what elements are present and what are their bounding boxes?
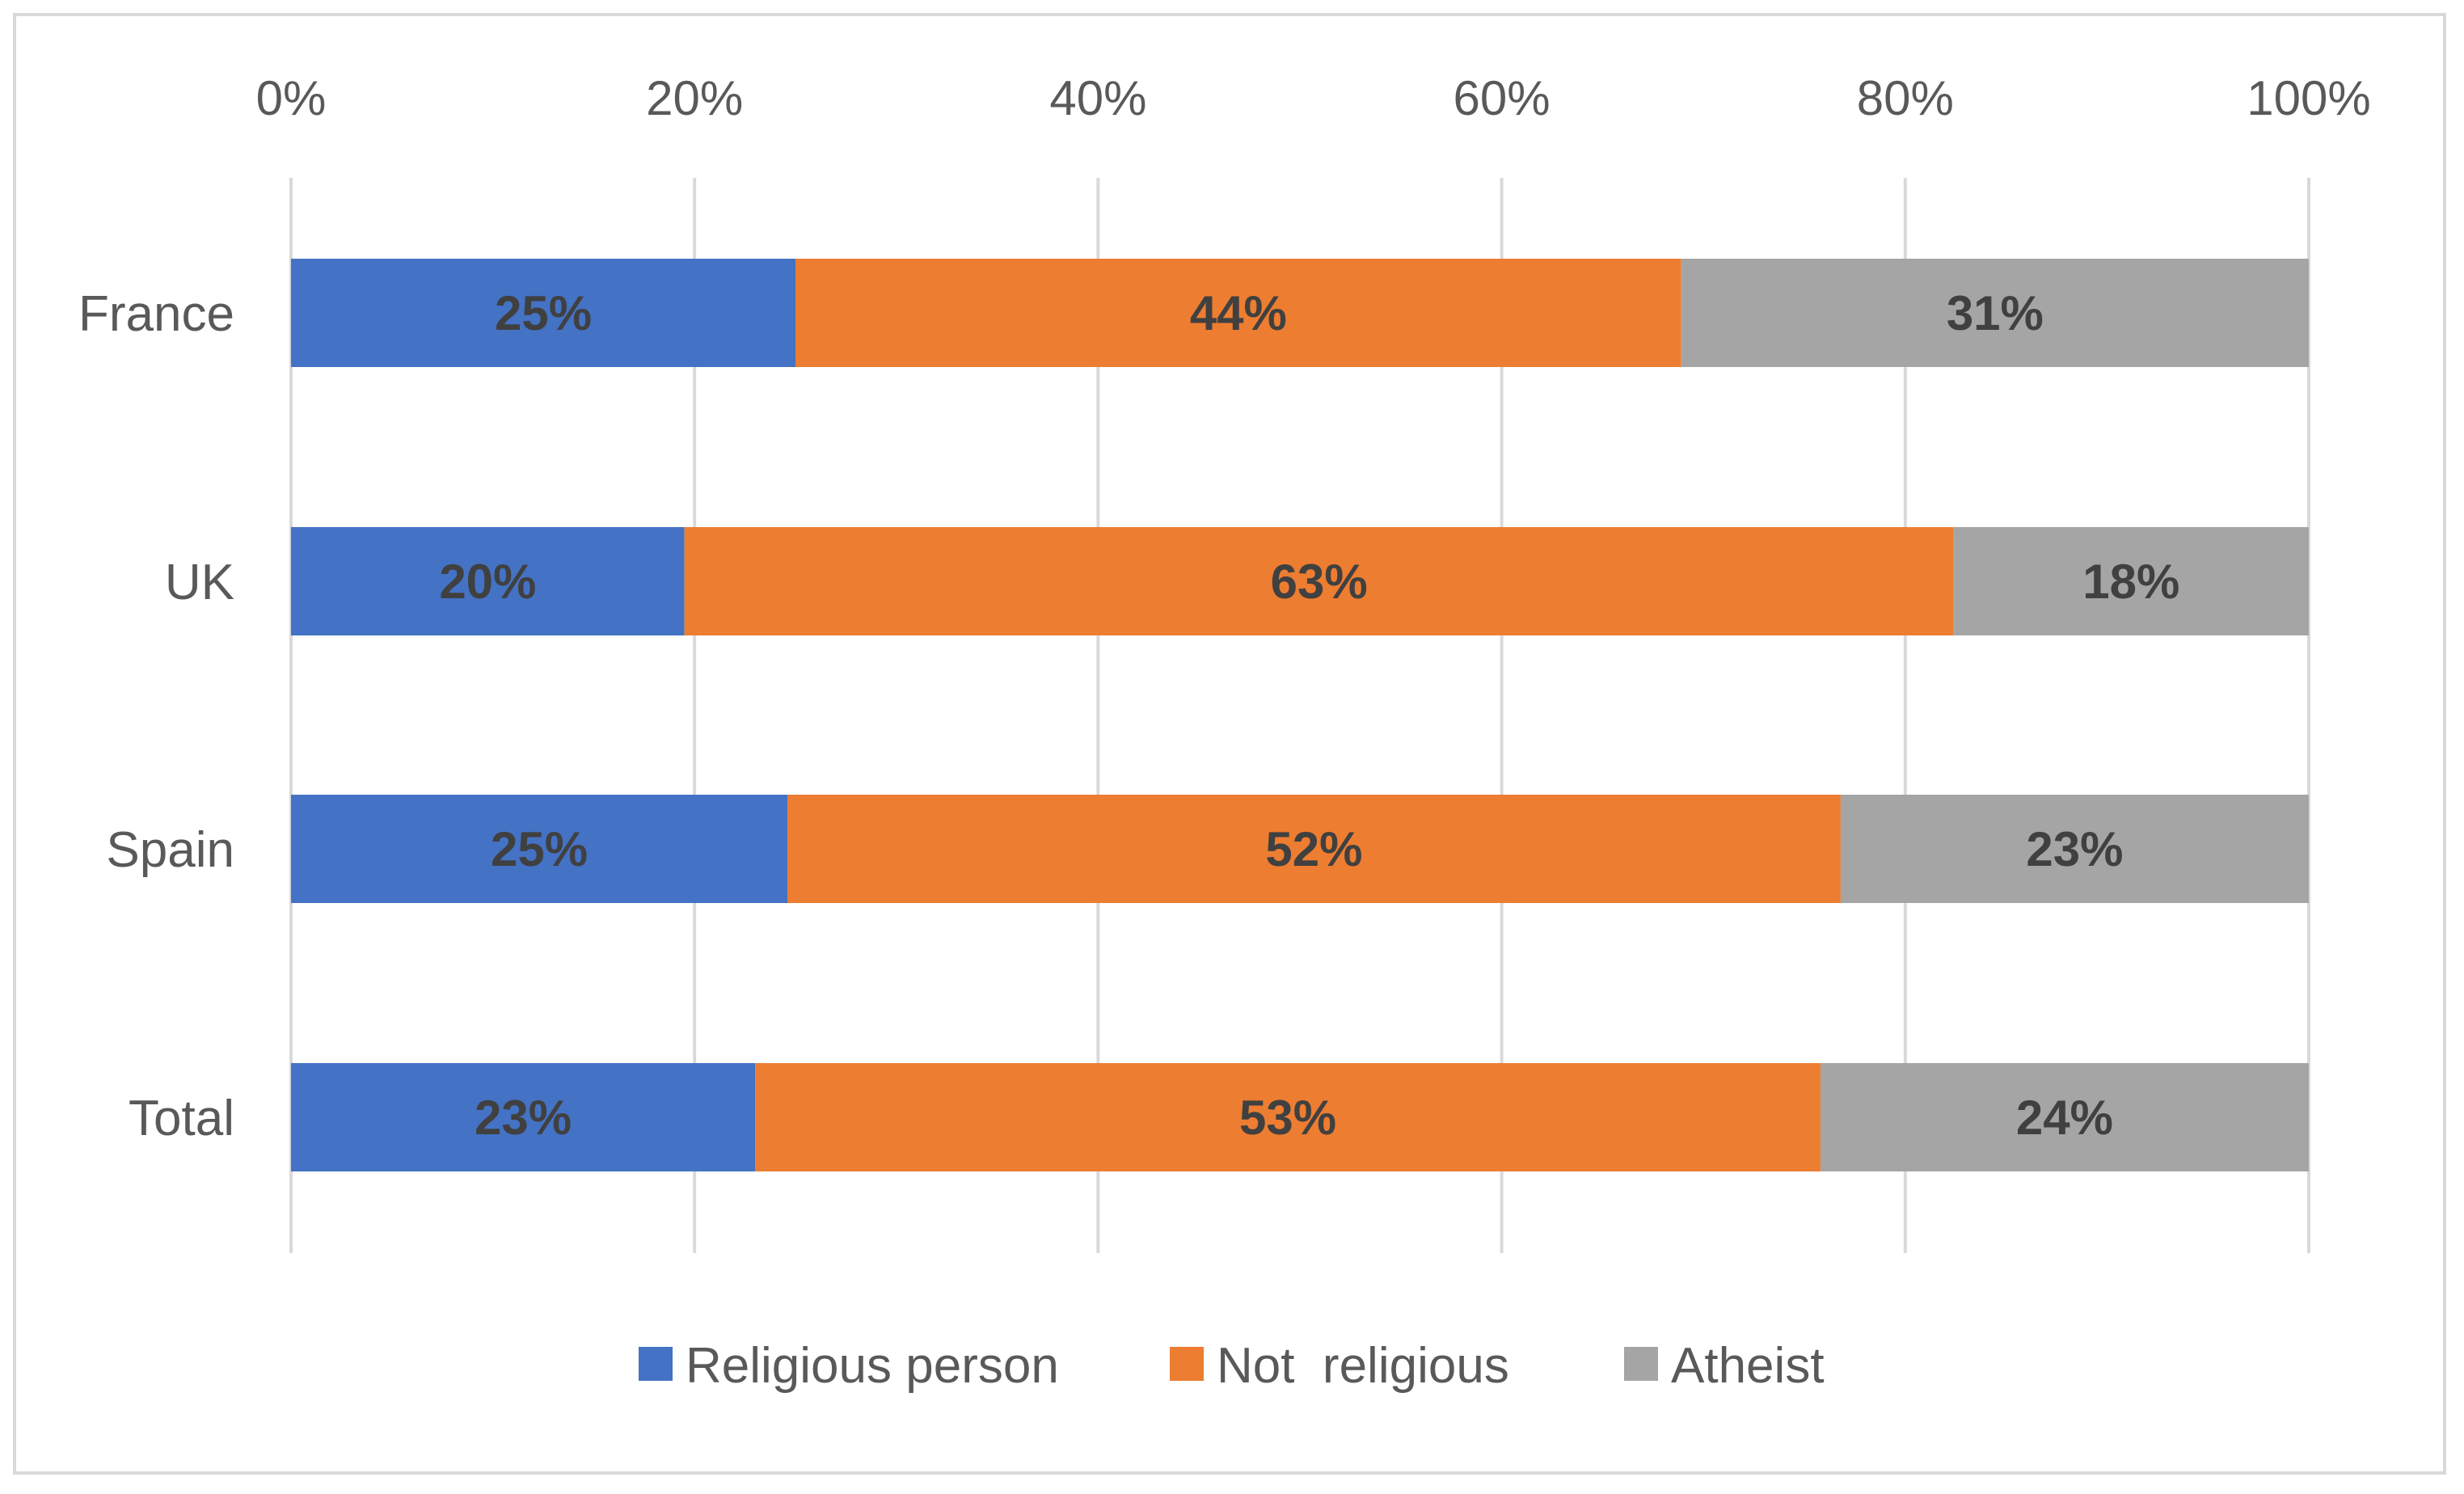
legend-swatch bbox=[1624, 1347, 1658, 1381]
legend-swatch bbox=[1170, 1347, 1204, 1381]
bar-segment bbox=[291, 1063, 756, 1171]
bar-segment bbox=[291, 795, 788, 903]
bar-segment bbox=[795, 259, 1681, 367]
x-tick-label: 0% bbox=[256, 71, 327, 125]
data-label: 20% bbox=[439, 555, 536, 609]
bar-segment bbox=[755, 1063, 1821, 1171]
y-axis-categories: France UK Spain Total bbox=[78, 286, 234, 1146]
data-label: 53% bbox=[1239, 1091, 1336, 1145]
bars: 25% 44% 31% 20% 63% 18% 25% 52% 23% 23% 53% 24% bbox=[291, 259, 2309, 1171]
x-tick-label: 80% bbox=[1857, 71, 1954, 125]
data-label: 25% bbox=[491, 822, 588, 876]
bar-segment bbox=[684, 527, 1954, 635]
data-label: 25% bbox=[495, 286, 592, 340]
data-label: 23% bbox=[475, 1091, 572, 1145]
legend-swatch bbox=[639, 1347, 673, 1381]
data-label: 18% bbox=[2082, 555, 2179, 609]
data-label: 23% bbox=[2026, 822, 2123, 876]
bar-segment bbox=[1681, 259, 2309, 367]
category-label: Total bbox=[129, 1091, 234, 1146]
chart-frame: 0% 20% 40% 60% 80% 100% 25% 44% 31% 20% 63% 18% 25%… bbox=[13, 13, 2446, 1475]
legend-label: Religious person bbox=[686, 1338, 1059, 1394]
bar-segment bbox=[291, 527, 685, 635]
stacked-bar-chart: 0% 20% 40% 60% 80% 100% 25% 44% 31%20% 63% 18%25%… bbox=[78, 71, 2371, 1394]
bar-segment bbox=[1820, 1063, 2309, 1171]
x-tick-label: 60% bbox=[1454, 71, 1551, 125]
data-label: 63% bbox=[1271, 555, 1368, 609]
category-label: France bbox=[78, 286, 234, 342]
data-label: 52% bbox=[1265, 822, 1362, 876]
x-tick-label: 20% bbox=[646, 71, 743, 125]
category-label: UK bbox=[165, 555, 234, 610]
x-axis-ticks: 0% 20% 40% 60% 80% 100% bbox=[256, 71, 2371, 125]
legend-label: Not religious bbox=[1217, 1338, 1509, 1394]
data-label: 24% bbox=[2016, 1091, 2113, 1145]
data-label: 44% bbox=[1190, 286, 1287, 340]
bar-segment bbox=[291, 259, 795, 367]
legend-label: Atheist bbox=[1671, 1338, 1825, 1394]
x-tick-label: 40% bbox=[1049, 71, 1146, 125]
category-label: Spain bbox=[106, 822, 234, 878]
x-tick-label: 100% bbox=[2247, 71, 2370, 125]
bar-segment bbox=[1840, 795, 2309, 903]
data-label: 31% bbox=[1947, 286, 2044, 340]
legend: Religious person Not religious Atheist bbox=[639, 1338, 1825, 1394]
bar-segment bbox=[1953, 527, 2309, 635]
bar-segment bbox=[787, 795, 1841, 903]
